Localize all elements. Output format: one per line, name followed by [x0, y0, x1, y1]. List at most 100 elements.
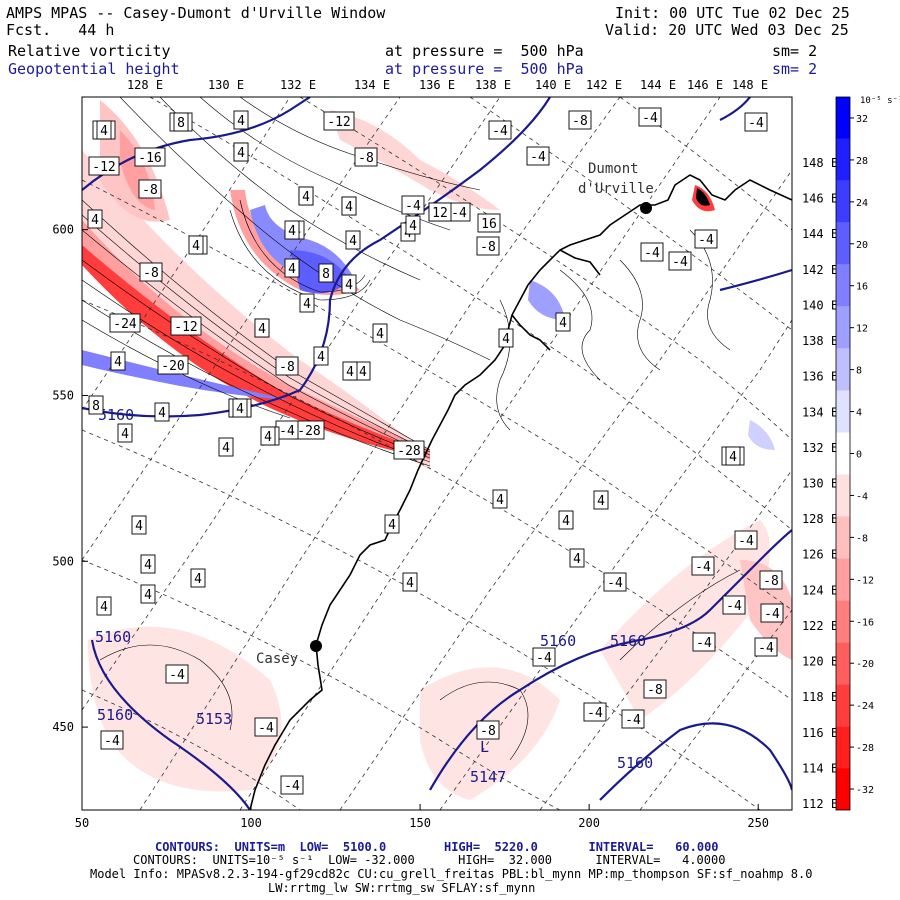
vorticity-label: 4 — [87, 209, 103, 229]
svg-text:4: 4 — [135, 519, 143, 534]
height-label: 5153 — [196, 710, 232, 728]
svg-text:-4: -4 — [104, 734, 120, 749]
field1-name: Relative vorticity — [8, 42, 171, 60]
colorbar-label: 12 — [856, 324, 868, 335]
top-longitude-label: 148 E — [732, 78, 768, 92]
right-longitude-label: 122 E — [802, 619, 838, 633]
field1-smoothing: sm= 2 — [772, 42, 818, 60]
vorticity-label: -4 — [254, 717, 278, 737]
dumont-label: Dumont — [588, 161, 639, 177]
colorbar-swatch — [836, 390, 850, 433]
svg-text:-4: -4 — [451, 206, 467, 221]
colorbar-label: 0 — [856, 450, 862, 461]
vorticity-label: -4 — [692, 632, 716, 652]
vorticity-label: -12 — [323, 111, 355, 131]
forecast-hour: Fcst. 44 h — [6, 21, 115, 39]
x-axis: 50 100 150 200 250 — [75, 804, 769, 830]
svg-text:8: 8 — [322, 267, 330, 282]
right-longitude-label: 112 E — [802, 797, 838, 811]
right-longitude-label: 120 E — [802, 655, 838, 669]
right-longitude-label: 138 E — [802, 334, 838, 348]
vorticity-contour-info: CONTOURS: UNITS=10⁻⁵ s⁻¹ LOW= -32.000 HI… — [133, 853, 726, 867]
svg-text:-8: -8 — [143, 266, 159, 281]
top-longitude-label: 140 E — [535, 78, 571, 92]
svg-text:-8: -8 — [358, 151, 374, 166]
right-longitude-label: 136 E — [802, 370, 838, 384]
height-label: 5160 — [617, 754, 653, 772]
vorticity-label: 4 — [140, 554, 156, 574]
svg-text:-8: -8 — [763, 574, 779, 589]
right-longitude-label: 132 E — [802, 441, 838, 455]
vorticity-label: -28 — [293, 420, 325, 440]
x-tick-label: 50 — [75, 816, 89, 830]
vorticity-label: -8 — [275, 356, 299, 376]
svg-text:-12: -12 — [327, 115, 350, 130]
svg-text:8: 8 — [92, 399, 100, 414]
vorticity-label: 4 — [555, 312, 571, 332]
top-longitude-label: 132 E — [280, 78, 316, 92]
svg-text:4: 4 — [346, 365, 354, 380]
svg-text:-4: -4 — [587, 706, 603, 721]
vorticity-label: -28 — [393, 440, 425, 460]
model-info-radiation: LW:rrtmg_lw SW:rrtmg_sw SFLAY:sf_mynn — [268, 881, 536, 895]
svg-text:-8: -8 — [142, 183, 158, 198]
vorticity-label: 4 — [233, 142, 249, 162]
vorticity-label: 4 — [96, 120, 112, 140]
svg-text:-4: -4 — [405, 199, 421, 214]
height-label: 5160 — [97, 706, 133, 724]
vorticity-label: -4 — [401, 195, 425, 215]
vorticity-label: 4 — [218, 437, 234, 457]
vorticity-label: 4 — [492, 489, 508, 509]
x-tick-label: 150 — [409, 816, 431, 830]
field1-level: at pressure = 500 hPa — [385, 42, 584, 60]
height-label: 5160 — [610, 632, 646, 650]
colorbar-swatch — [836, 180, 850, 223]
vorticity-label: -4 — [488, 120, 512, 140]
vorticity-label: 4 — [372, 323, 388, 343]
svg-text:12: 12 — [432, 206, 448, 221]
svg-text:4: 4 — [559, 316, 567, 331]
svg-text:16: 16 — [481, 217, 497, 232]
vorticity-label: 4 — [341, 196, 357, 216]
svg-text:-16: -16 — [138, 151, 161, 166]
colorbar-label: 24 — [856, 198, 868, 209]
top-longitude-label: 128 E — [127, 78, 163, 92]
vorticity-label: 16 — [477, 213, 501, 233]
x-tick-label: 250 — [747, 816, 769, 830]
colorbar-label: -12 — [856, 575, 874, 586]
svg-text:4: 4 — [303, 297, 311, 312]
colorbar-label: 16 — [856, 282, 868, 293]
plot-frame — [81, 96, 793, 811]
top-longitude-label: 134 E — [354, 78, 390, 92]
vorticity-colorbar: 32 28 24 20 16 12 8 4 0 -4 -8 -12 -16 -20 -24 -28 -32 — [835, 96, 874, 811]
vorticity-label: 4 — [342, 361, 358, 381]
vorticity-label: 8 — [173, 112, 189, 132]
svg-text:4: 4 — [91, 213, 99, 228]
vorticity-label: -16 — [134, 147, 166, 167]
vorticity-label: -24 — [109, 313, 141, 333]
colorbar-swatch — [836, 726, 850, 769]
colorbar-swatch — [836, 306, 850, 349]
colorbar-label: 8 — [856, 366, 862, 377]
colorbar-swatch — [836, 768, 850, 810]
svg-text:-4: -4 — [726, 599, 742, 614]
field2-smoothing: sm= 2 — [772, 60, 818, 78]
vorticity-label: 4 — [402, 572, 418, 592]
svg-text:4: 4 — [121, 427, 129, 442]
svg-text:-8: -8 — [647, 683, 663, 698]
vorticity-label: -8 — [476, 236, 500, 256]
right-longitude-label: 126 E — [802, 548, 838, 562]
colorbar-swatch — [836, 432, 850, 475]
vorticity-label: 4 — [190, 568, 206, 588]
dumont-durville-station-marker — [640, 202, 652, 214]
vorticity-label: 4 — [96, 596, 112, 616]
init-time: Init: 00 UTC Tue 02 Dec 25 — [615, 4, 850, 22]
vorticity-label: -4 — [100, 730, 124, 750]
svg-text:-4: -4 — [644, 246, 660, 261]
vorticity-label: 4 — [260, 426, 276, 446]
y-tick-label: 600 — [52, 223, 74, 237]
svg-text:-4: -4 — [758, 641, 774, 656]
right-longitude-label: 130 E — [802, 477, 838, 491]
right-longitude-label: 118 E — [802, 690, 838, 704]
